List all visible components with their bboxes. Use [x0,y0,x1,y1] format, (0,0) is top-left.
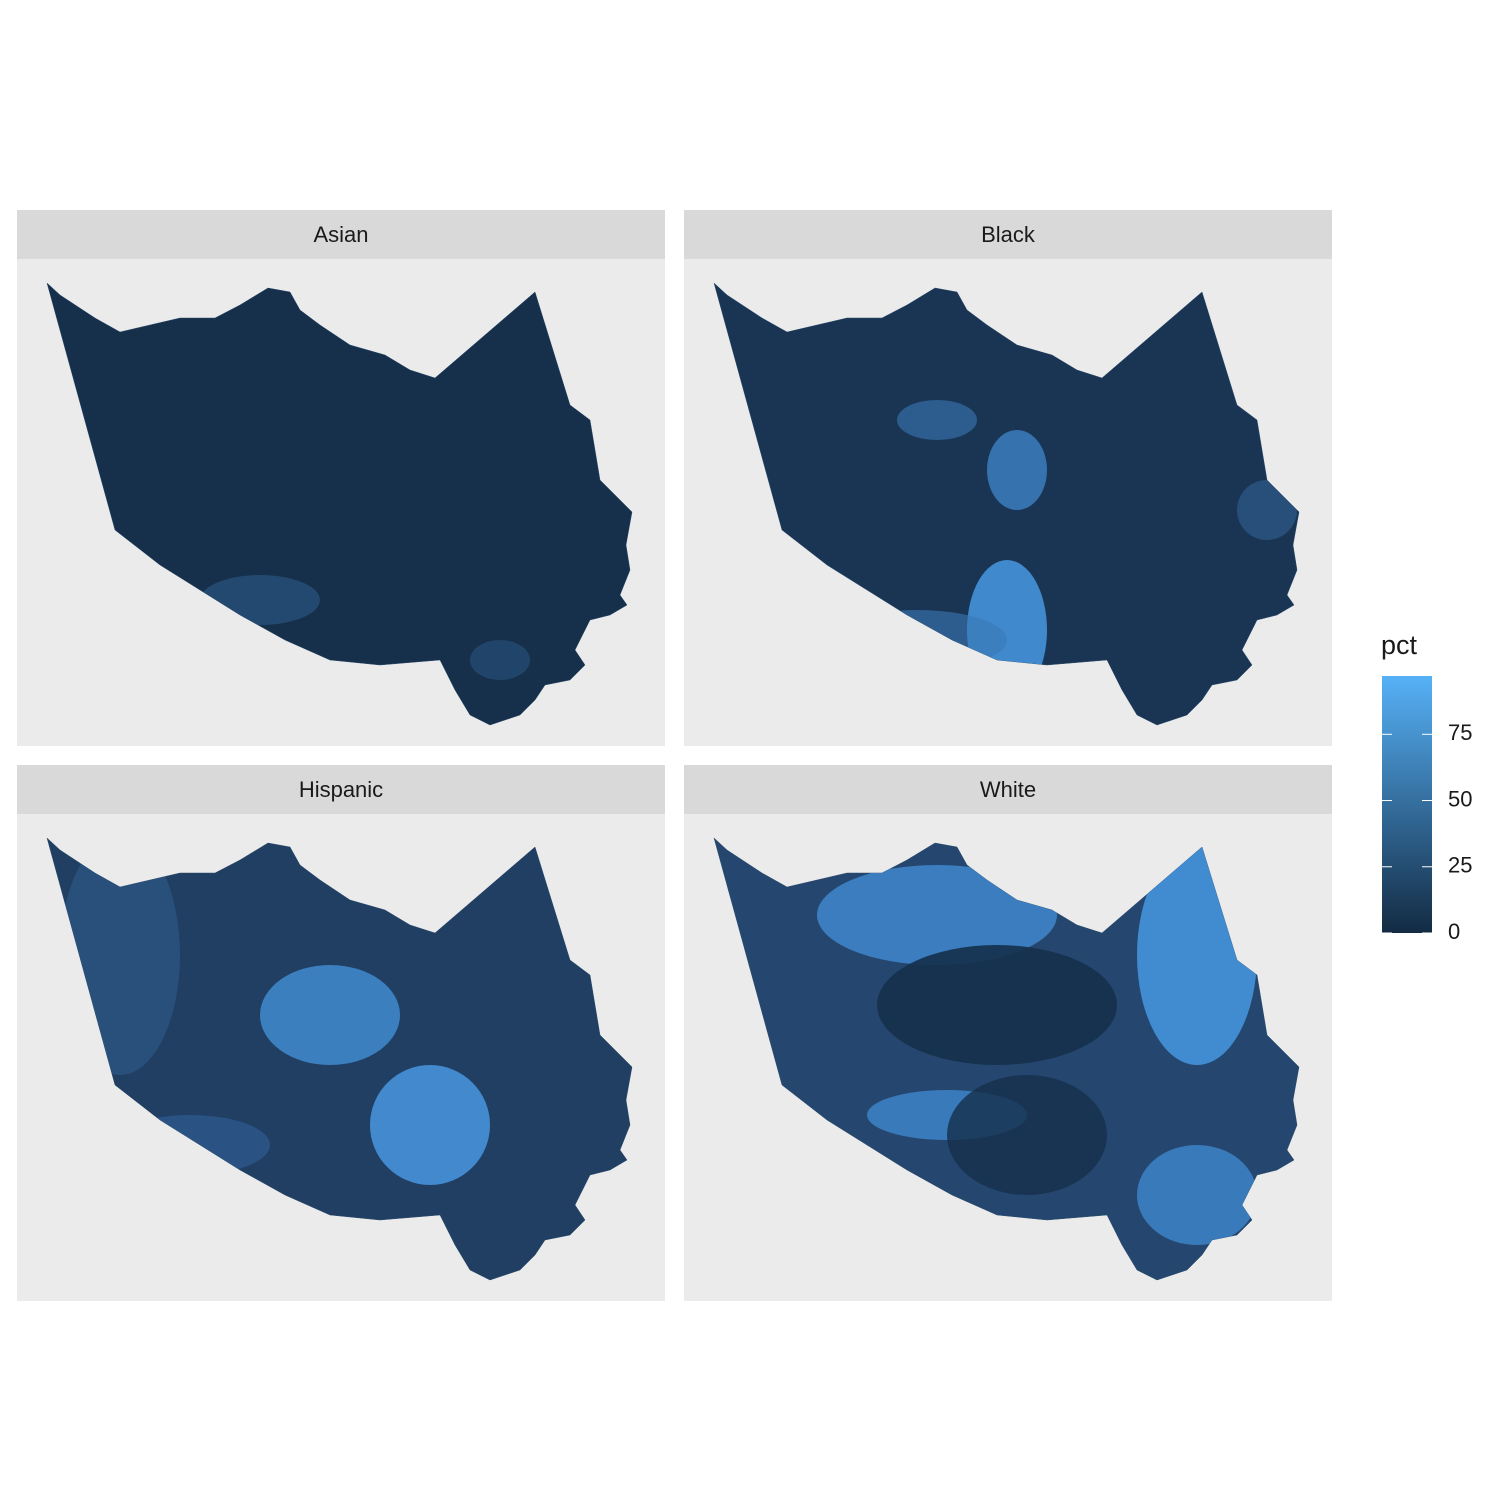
facet-label: Black [981,222,1036,247]
tract-cluster [817,865,1057,965]
tract-cluster [1237,480,1297,540]
tract-cluster [877,945,1117,1065]
facet-strip [17,210,665,259]
legend-tick-label: 0 [1448,919,1460,944]
tract-cluster [1137,1145,1257,1245]
facet-label: Asian [313,222,368,247]
facet-label: Hispanic [299,777,383,802]
tract-cluster [897,400,977,440]
legend-title: pct [1381,630,1418,660]
tract-cluster [370,1065,490,1185]
legend-tick-label: 75 [1448,720,1472,745]
facet-label: White [980,777,1036,802]
tract-cluster [470,640,530,680]
tract-cluster [947,1075,1107,1195]
tract-cluster [987,430,1047,510]
facet-strip [684,765,1332,814]
legend-tick-label: 25 [1448,853,1472,878]
colorbar [1382,676,1432,933]
facet-strip [17,765,665,814]
facet-strip [684,210,1332,259]
tract-cluster [260,965,400,1065]
legend-tick-label: 50 [1448,786,1472,811]
